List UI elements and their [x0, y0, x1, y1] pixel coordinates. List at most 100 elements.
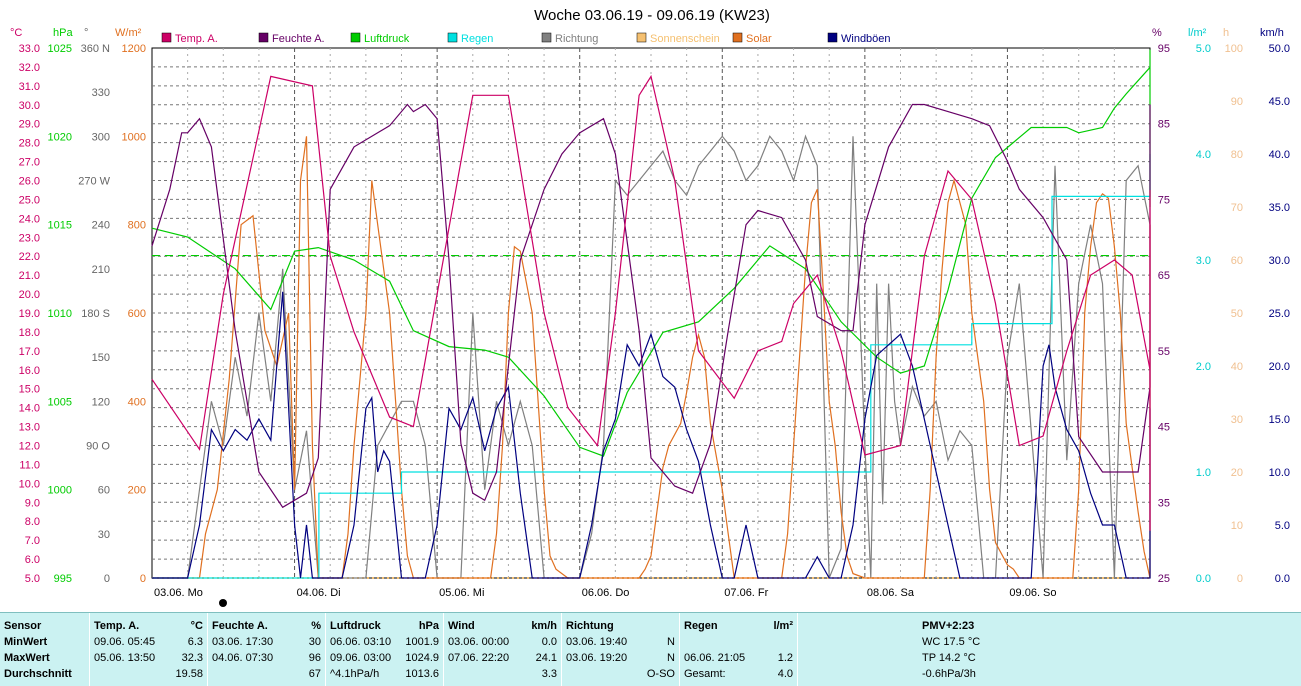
pressure-trend: ^4.1hPa/h	[330, 668, 380, 680]
pressure-max-value: 1024.9	[405, 652, 439, 664]
sensor-header: Sensor	[4, 620, 42, 632]
rain-max-when: 06.06. 21:05	[684, 652, 746, 664]
temp-max-value: 32.3	[181, 652, 203, 664]
axis-tick-direction: 150	[92, 352, 110, 364]
x-tick-label: 09.06. So	[1009, 587, 1056, 599]
axis-tick-temp: 22.0	[19, 251, 40, 263]
axis-tick-temp: 28.0	[19, 138, 40, 150]
row-label-min: MinWert	[4, 636, 48, 648]
axis-layer: 03.06. Mo 04.06. Di 05.06. Mi 06.06. Do 07.0…	[10, 27, 1290, 607]
legend-item: Temp. A.	[161, 32, 218, 45]
x-tick-label: 06.06. Do	[582, 587, 630, 599]
axis-tick-sunshine: 90	[1231, 96, 1243, 108]
time-marker	[219, 599, 227, 607]
wind-min-value: 0.0	[541, 636, 557, 648]
direction-min-when: 03.06. 19:40	[566, 636, 628, 648]
axis-tick-sunshine: 10	[1231, 520, 1243, 532]
legend-swatch	[636, 32, 647, 43]
legend-label: Solar	[746, 33, 772, 45]
axis-tick-direction: 60	[98, 485, 110, 497]
axis-unit-rain: l/m²	[1188, 27, 1207, 39]
axis-tick-solar: 1000	[122, 131, 146, 143]
rain-max-value: 1.2	[777, 652, 793, 664]
series-line-rain	[152, 154, 1151, 579]
axis-tick-humidity: 45	[1158, 422, 1170, 434]
legend-swatch	[258, 32, 269, 43]
rain-unit: l/m²	[773, 620, 793, 632]
legend-layer: Temp. A. Feuchte A. Luftdruck Regen Richtung…	[161, 32, 891, 45]
axis-tick-solar: 600	[128, 308, 146, 320]
axis-tick-sunshine: 70	[1231, 202, 1243, 214]
legend-label: Richtung	[555, 33, 598, 45]
pmv-windchill: WC 17.5 °C	[922, 636, 981, 648]
axis-tick-temp: 15.0	[19, 384, 40, 396]
chart-title: Woche 03.06.19 - 09.06.19 (KW23)	[534, 7, 770, 24]
pressure-min-when: 06.06. 03:10	[330, 636, 392, 648]
axis-tick-wind: 10.0	[1269, 467, 1290, 479]
humidity-min-value: 30	[308, 636, 321, 648]
legend-swatch	[732, 32, 743, 43]
axis-tick-direction: 330	[92, 87, 110, 99]
series-line-direction	[152, 134, 1151, 579]
axis-tick-temp: 33.0	[19, 43, 40, 55]
axis-tick-direction: 30	[98, 529, 110, 541]
axis-tick-temp: 10.0	[19, 478, 40, 490]
weekly-weather-chart: Woche 03.06.19 - 09.06.19 (KW23) 03.06. …	[10, 7, 1290, 607]
pmv-column: PMV+2:23 WC 17.5 °C TP 14.2 °C -0.6hPa/3…	[797, 613, 1301, 686]
legend-swatch	[827, 32, 838, 43]
legend-label: Windböen	[841, 33, 891, 45]
wind-min-when: 03.06. 00:00	[448, 636, 510, 648]
axis-unit-wind: km/h	[1260, 27, 1284, 39]
axis-tick-solar: 400	[128, 396, 146, 408]
axis-tick-sunshine: 60	[1231, 255, 1243, 267]
axis-tick-temp: 24.0	[19, 213, 40, 225]
axis-tick-direction: 270 W	[78, 176, 110, 188]
legend-label: Regen	[461, 33, 493, 45]
x-tick-label: 03.06. Mo	[154, 587, 203, 599]
axis-tick-temp: 14.0	[19, 403, 40, 415]
axis-tick-wind: 30.0	[1269, 255, 1290, 267]
pmv-header: PMV+2:23	[922, 620, 975, 632]
direction-min-value: N	[667, 636, 675, 648]
rain-header: Regen	[684, 620, 718, 632]
axis-tick-temp: 20.0	[19, 289, 40, 301]
x-tick-label: 07.06. Fr	[724, 587, 768, 599]
axis-tick-direction: 0	[104, 573, 110, 585]
humidity-header: Feuchte A.	[212, 620, 268, 632]
axis-unit-direction: °	[84, 27, 88, 39]
legend-item: Sonnenschein	[636, 32, 720, 45]
rain-column: Regen l/m² 06.06. 21:05 1.2 Gesamt: 4.0	[679, 613, 797, 686]
axis-tick-direction: 240	[92, 220, 110, 232]
wind-column: Wind km/h 03.06. 00:00 0.0 07.06. 22:20 …	[443, 613, 561, 686]
axis-unit-sunshine: h	[1223, 27, 1229, 39]
axis-tick-rain: 3.0	[1196, 255, 1211, 267]
axis-tick-humidity: 95	[1158, 43, 1170, 55]
axis-tick-sunshine: 100	[1225, 43, 1243, 55]
series-line-humidity	[151, 103, 1151, 509]
axis-tick-solar: 1200	[122, 43, 146, 55]
axis-tick-direction: 360 N	[81, 43, 110, 55]
axis-tick-direction: 90 O	[86, 441, 110, 453]
axis-tick-temp: 19.0	[19, 308, 40, 320]
axis-tick-pressure: 1025	[48, 43, 72, 55]
axis-tick-direction: 210	[92, 264, 110, 276]
axis-tick-temp: 17.0	[19, 346, 40, 358]
axis-tick-pressure: 1015	[48, 220, 72, 232]
axis-tick-temp: 31.0	[19, 81, 40, 93]
axis-tick-temp: 29.0	[19, 119, 40, 131]
axis-unit-temp: °C	[10, 27, 22, 39]
axis-tick-humidity: 65	[1158, 270, 1170, 282]
x-tick-label: 04.06. Di	[297, 587, 341, 599]
axis-unit-solar: W/m²	[115, 27, 142, 39]
axis-tick-temp: 8.0	[25, 516, 40, 528]
axis-tick-temp: 32.0	[19, 62, 40, 74]
pressure-column: Luftdruck hPa 06.06. 03:10 1001.9 09.06.…	[325, 613, 443, 686]
axis-tick-wind: 15.0	[1269, 414, 1290, 426]
axis-tick-temp: 6.0	[25, 554, 40, 566]
pressure-min-value: 1001.9	[405, 636, 439, 648]
axis-tick-humidity: 85	[1158, 119, 1170, 131]
axis-tick-rain: 5.0	[1196, 43, 1211, 55]
legend-swatch	[541, 32, 552, 43]
legend-swatch	[350, 32, 361, 43]
axis-tick-temp: 9.0	[25, 497, 40, 509]
